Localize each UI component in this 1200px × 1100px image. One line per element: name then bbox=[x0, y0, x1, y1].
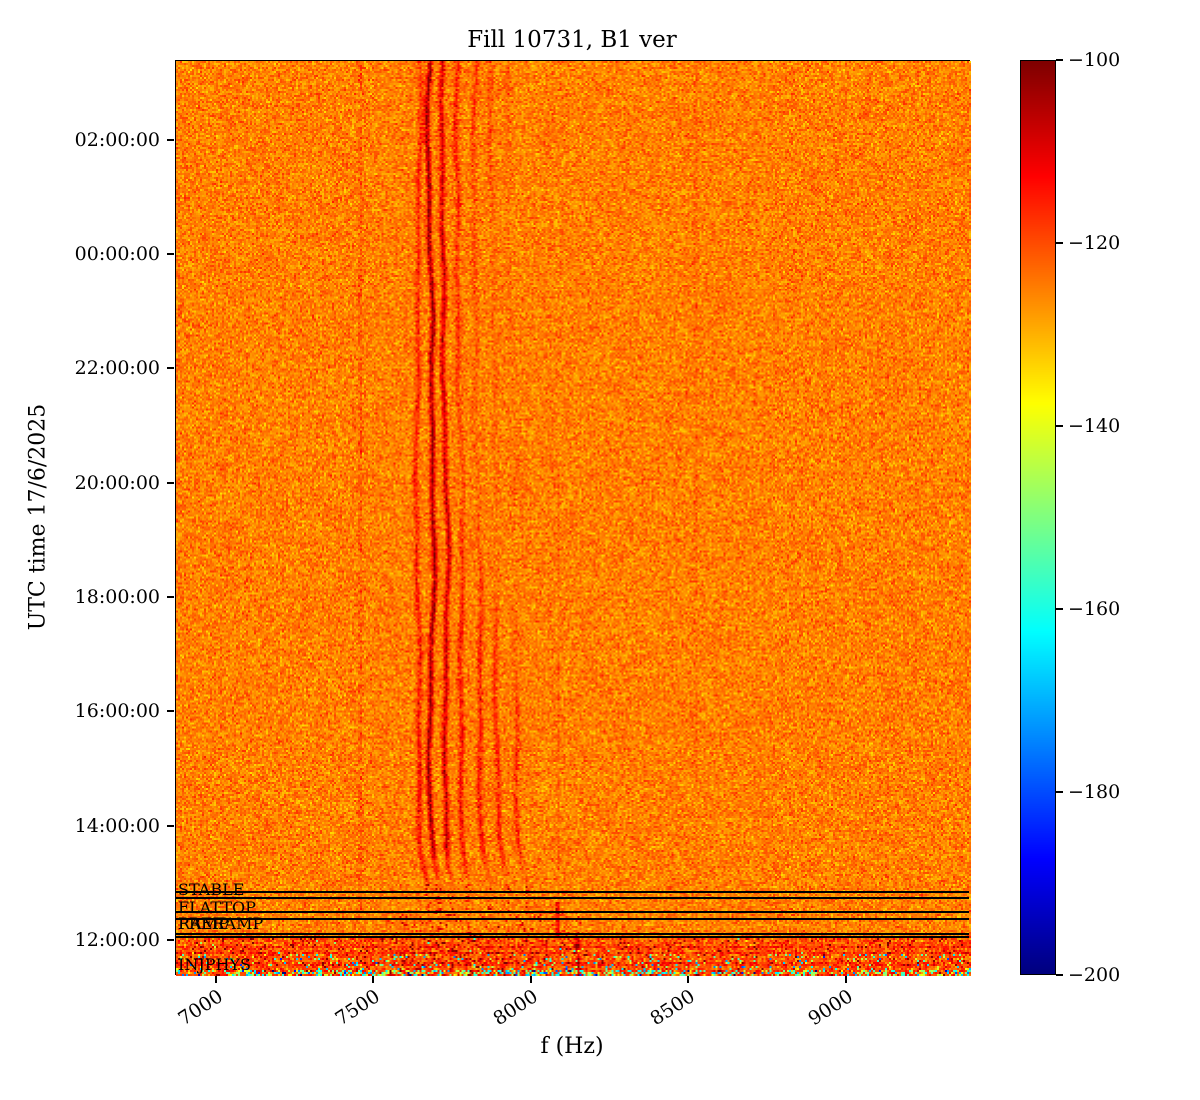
y-tick-label: 02:00:00 bbox=[74, 128, 160, 151]
x-tick-mark bbox=[844, 976, 847, 983]
y-tick-mark bbox=[167, 367, 174, 370]
colorbar-tick-mark bbox=[1056, 425, 1063, 427]
beam-mode-label-preramp: PRERAMP bbox=[178, 913, 264, 933]
beam-mode-label-injphys: INJPHYS bbox=[178, 954, 251, 974]
beam-mode-line bbox=[176, 890, 969, 893]
x-tick-mark bbox=[687, 976, 690, 983]
colorbar-tick-mark bbox=[1056, 791, 1063, 793]
y-tick-label: 12:00:00 bbox=[74, 929, 160, 952]
beam-mode-line bbox=[176, 910, 969, 913]
colorbar-tick-label: −160 bbox=[1068, 598, 1121, 620]
beam-mode-line bbox=[176, 918, 969, 921]
beam-mode-line bbox=[176, 897, 969, 900]
spectrogram-plot: STABLE FLATTOP PRERAMP RAMP INJPHYS bbox=[175, 60, 971, 976]
x-tick-mark bbox=[529, 976, 532, 983]
y-tick-mark bbox=[167, 481, 174, 484]
y-tick-mark bbox=[167, 939, 174, 942]
y-axis-label: UTC time 17/6/2025 bbox=[25, 403, 51, 631]
colorbar-tick-mark bbox=[1056, 974, 1063, 976]
x-tick-mark bbox=[372, 976, 375, 983]
colorbar-tick-label: −200 bbox=[1068, 964, 1121, 986]
y-tick-label: 00:00:00 bbox=[74, 242, 160, 265]
y-tick-mark bbox=[167, 252, 174, 255]
y-tick-label: 16:00:00 bbox=[74, 700, 160, 723]
beam-mode-label-ramp: RAMP bbox=[178, 913, 229, 933]
y-tick-label: 14:00:00 bbox=[74, 814, 160, 837]
x-tick-mark bbox=[214, 976, 217, 983]
y-tick-mark bbox=[167, 824, 174, 827]
colorbar-tick-label: −140 bbox=[1068, 415, 1121, 437]
y-tick-mark bbox=[167, 710, 174, 713]
beam-mode-label-flattop: FLATTOP bbox=[178, 898, 256, 918]
x-tick-label: 8000 bbox=[489, 985, 542, 1031]
chart-title: Fill 10731, B1 ver bbox=[467, 27, 677, 53]
spectrogram-canvas bbox=[176, 61, 971, 976]
x-tick-label: 9000 bbox=[803, 985, 857, 1031]
colorbar-gradient-canvas bbox=[1021, 61, 1055, 974]
y-tick-label: 18:00:00 bbox=[74, 586, 160, 609]
colorbar-tick-label: −120 bbox=[1068, 232, 1121, 254]
y-tick-mark bbox=[167, 596, 174, 599]
beam-mode-label-stable: STABLE bbox=[178, 879, 245, 899]
x-axis-label: f (Hz) bbox=[540, 1034, 604, 1059]
colorbar-tick-mark bbox=[1056, 242, 1063, 244]
beam-mode-line bbox=[176, 932, 969, 935]
x-tick-label: 7500 bbox=[331, 985, 385, 1031]
y-tick-mark bbox=[167, 138, 174, 141]
y-tick-label: 22:00:00 bbox=[74, 357, 160, 380]
colorbar-tick-label: −180 bbox=[1068, 781, 1121, 803]
x-tick-label: 8500 bbox=[646, 985, 700, 1031]
colorbar-tick-mark bbox=[1056, 608, 1063, 610]
beam-mode-line bbox=[176, 935, 969, 938]
colorbar-tick-label: −100 bbox=[1068, 49, 1121, 71]
y-tick-label: 20:00:00 bbox=[74, 471, 160, 494]
colorbar-tick-mark bbox=[1056, 59, 1063, 61]
colorbar bbox=[1020, 60, 1056, 975]
x-tick-label: 7000 bbox=[174, 985, 227, 1031]
